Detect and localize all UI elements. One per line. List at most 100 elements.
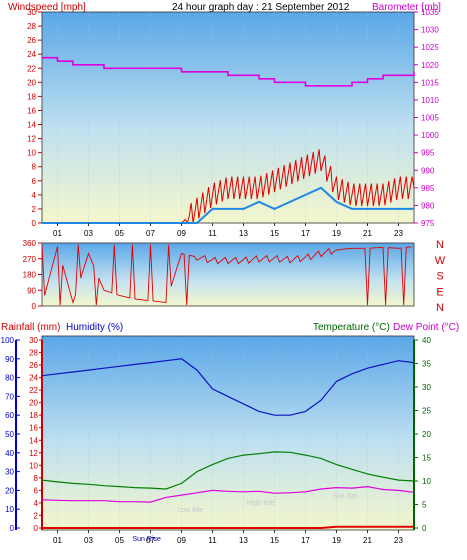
annotation-label: Sun Set [332,493,357,500]
windspeed-tick-label: 30 [27,8,36,17]
x-tick-label: 21 [363,229,372,238]
temp-tick-label: 30 [422,383,431,392]
humidity-tick-label: 30 [5,468,14,477]
x-tick-label: 11 [208,229,217,238]
x-tick-label: 15 [270,536,279,545]
humidity-tick-label: 90 [5,355,14,364]
compass-label: S [436,271,443,283]
direction-panel [41,242,415,307]
humidity-tick-label: 0 [10,524,15,533]
rain-tick-label: 14 [29,436,38,445]
wind-panel [41,11,415,224]
barometer-tick-label: 980 [421,201,435,210]
direction-tick-label: 90 [27,286,36,295]
barometer-series-line [42,56,415,87]
x-tick-label: 05 [115,536,124,545]
windavg-series-line [42,186,414,224]
barometer-tick-label: 1025 [421,43,439,52]
barometer-tick-label: 1010 [421,96,439,105]
windspeed-tick-label: 26 [27,36,36,45]
temp-tick-label: 15 [422,454,431,463]
x-tick-label: 17 [301,536,310,545]
annotation-label: Sun Rise [133,536,162,543]
compass-label: E [436,286,443,298]
rain-tick-label: 16 [29,424,38,433]
temp-tick-label: 20 [422,430,431,439]
direction-tick-label: 270 [23,255,37,264]
humidity-tick-label: 10 [5,505,14,514]
windspeed-tick-label: 28 [27,22,36,31]
windspeed-tick-label: 8 [32,163,37,172]
barometer-tick-label: 1000 [421,131,439,140]
x-axis-top: 01 03 05 07 09 11 13 15 17 19 21 23 [53,223,403,238]
annotation-label: Low tide [177,507,203,514]
windspeed-tick-label: 12 [27,135,36,144]
rain-tick-label: 10 [29,461,38,470]
temp-panel-marks [41,340,415,529]
x-tick-label: 17 [301,229,310,238]
x-tick-label: 01 [53,536,62,545]
rain-tick-label: 4 [34,499,39,508]
x-tick-label: 13 [239,229,248,238]
rain-tick-label: 28 [29,349,38,358]
humidity-tick-label: 70 [5,392,14,401]
x-tick-label: 05 [115,229,124,238]
x-tick-label: 19 [332,536,341,545]
direction-tick-label: 360 [23,239,37,248]
humidity-series-line [41,358,415,416]
compass-label: N [436,302,444,314]
rain-tick-label: 18 [29,411,38,420]
rain-tick-label: 2 [34,511,39,520]
direction-ticks: 360 270 180 90 0 [23,239,42,311]
windspeed-axis-title: Windspeed [mph] [8,2,86,13]
x-tick-label: 09 [177,229,186,238]
x-tick-label: 19 [332,229,341,238]
rain-tick-label: 12 [29,449,38,458]
windspeed-tick-label: 4 [32,191,37,200]
x-tick-label: 07 [146,229,155,238]
rain-tick-label: 30 [29,336,38,345]
rain-tick-label: 26 [29,361,38,370]
rain-tick-label: 0 [34,524,39,533]
dewpoint-axis-title: Dew Point (°C) [393,322,459,333]
rain-tick-label: 22 [29,386,38,395]
windspeed-tick-label: 16 [27,106,36,115]
x-tick-label: 23 [394,229,403,238]
temp-tick-label: 0 [422,524,427,533]
temp-tick-label: 10 [422,477,431,486]
compass-label: N [436,239,444,251]
dewpoint-series-line [41,485,415,503]
x-tick-label: 03 [84,536,93,545]
temp-panel-ticks: 1009080706050403020100302826242220181614… [1,336,432,533]
direction-series-line [41,244,412,306]
rain-tick-label: 24 [29,374,38,383]
chart-title: 24 hour graph day : 21 September 2012 [172,2,350,13]
x-tick-label: 23 [394,536,403,545]
barometer-axis-title: Barometer [mb] [372,2,441,13]
windspeed-tick-label: 10 [27,149,36,158]
windspeed-tick-label: 20 [27,78,36,87]
x-tick-label: 01 [53,229,62,238]
humidity-tick-label: 60 [5,411,14,420]
temp-tick-label: 35 [422,360,431,369]
x-tick-label: 21 [363,536,372,545]
barometer-tick-label: 975 [421,219,435,228]
direction-marks [41,244,412,306]
rain-tick-label: 8 [34,474,39,483]
rain-tick-label: 6 [34,486,39,495]
humidity-tick-label: 100 [1,336,15,345]
barometer-tick-label: 1035 [421,8,439,17]
x-tick-label: 09 [177,536,186,545]
x-axis-bottom: 01 03 05 07 09 11 13 15 17 19 21 23 [53,530,403,545]
rainfall-series-line [42,525,414,529]
barometer-tick-label: 995 [421,149,435,158]
barometer-tick-label: 1005 [421,114,439,123]
windspeed-tick-label: 24 [27,50,36,59]
temp-tick-label: 5 [422,501,427,510]
barometer-tick-label: 1015 [421,78,439,87]
humidity-tick-label: 50 [5,430,14,439]
humidity-axis-title: Humidity (%) [66,322,123,333]
humidity-tick-label: 20 [5,486,14,495]
windspeed-tick-label: 22 [27,64,36,73]
